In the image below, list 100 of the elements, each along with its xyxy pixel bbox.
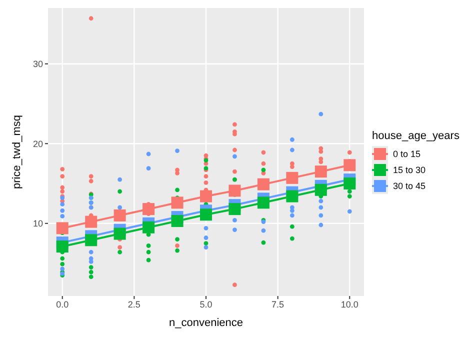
- point: [232, 282, 237, 288]
- legend-label: 0 to 15: [393, 149, 421, 159]
- point: [118, 250, 122, 254]
- point: [175, 248, 180, 253]
- point: [261, 240, 266, 245]
- point: [232, 169, 237, 174]
- point: [85, 234, 98, 246]
- point: [232, 228, 237, 232]
- point: [88, 274, 94, 280]
- point: [347, 194, 352, 198]
- y-tick-label: 30: [32, 59, 43, 70]
- point: [204, 241, 208, 246]
- point: [318, 160, 324, 164]
- point: [88, 16, 94, 21]
- point: [142, 221, 155, 234]
- legend-title: house_age_years: [372, 130, 460, 142]
- point: [232, 148, 237, 152]
- y-tick-label: 20: [32, 138, 43, 149]
- point: [118, 205, 122, 210]
- point: [286, 172, 298, 184]
- point: [290, 148, 294, 152]
- point: [290, 137, 294, 142]
- point: [318, 198, 324, 204]
- point: [228, 184, 241, 197]
- point: [344, 159, 356, 172]
- point: [347, 189, 352, 194]
- point: [60, 202, 65, 206]
- x-tick-label: 7.5: [272, 299, 284, 310]
- point: [60, 189, 65, 194]
- point: [88, 174, 94, 179]
- point: [175, 188, 180, 192]
- point: [318, 205, 324, 210]
- point: [60, 214, 65, 218]
- point: [261, 161, 266, 166]
- point: [200, 190, 212, 202]
- point: [118, 189, 122, 194]
- point: [171, 196, 184, 209]
- point: [60, 262, 65, 266]
- point: [318, 112, 324, 116]
- point: [146, 244, 151, 248]
- point: [146, 166, 151, 171]
- point: [347, 150, 352, 155]
- point: [88, 178, 94, 184]
- point: [60, 185, 65, 190]
- point: [318, 213, 324, 218]
- x-tick-label: 10.0: [340, 299, 358, 310]
- point: [88, 265, 94, 270]
- point: [171, 215, 184, 228]
- point: [204, 226, 208, 230]
- point: [60, 256, 65, 261]
- point: [204, 180, 208, 185]
- point: [314, 166, 327, 178]
- point: [175, 237, 180, 242]
- legend-label: 15 to 30: [393, 165, 426, 175]
- point: [142, 203, 155, 216]
- y-tick-label: 10: [32, 218, 43, 229]
- point: [146, 258, 151, 262]
- point: [56, 222, 68, 234]
- x-tick-label: 0.0: [56, 299, 69, 310]
- point: [228, 203, 241, 216]
- point: [175, 244, 180, 248]
- point: [114, 228, 126, 240]
- point: [347, 209, 352, 214]
- point: [56, 240, 68, 253]
- point: [118, 177, 122, 182]
- point: [88, 270, 94, 274]
- x-tick-label: 5.0: [200, 299, 212, 310]
- point: [257, 178, 270, 190]
- point: [232, 122, 237, 127]
- point: [146, 152, 151, 156]
- point: [261, 150, 266, 155]
- point: [118, 245, 122, 250]
- x-tick-label: 2.5: [128, 299, 140, 310]
- point: [60, 266, 65, 272]
- point: [290, 224, 294, 229]
- point: [85, 216, 98, 228]
- point: [175, 148, 180, 154]
- legend-label: 30 to 45: [393, 181, 426, 191]
- y-axis-title: price_twd_msq: [10, 115, 23, 189]
- point: [204, 245, 208, 250]
- point: [114, 209, 126, 222]
- point: [60, 166, 65, 172]
- point: [204, 174, 208, 179]
- x-axis-title: n_convenience: [168, 317, 244, 329]
- point: [318, 222, 324, 228]
- point: [286, 190, 298, 202]
- point: [261, 228, 266, 233]
- point: [232, 154, 237, 159]
- point: [261, 168, 266, 172]
- point: [257, 196, 270, 209]
- point: [314, 184, 327, 196]
- point: [146, 250, 151, 254]
- point: [344, 178, 356, 190]
- point: [88, 250, 94, 254]
- point: [60, 174, 65, 179]
- point: [204, 236, 208, 240]
- point: [290, 236, 294, 241]
- point: [200, 208, 212, 221]
- point: [60, 208, 65, 213]
- point: [232, 218, 237, 222]
